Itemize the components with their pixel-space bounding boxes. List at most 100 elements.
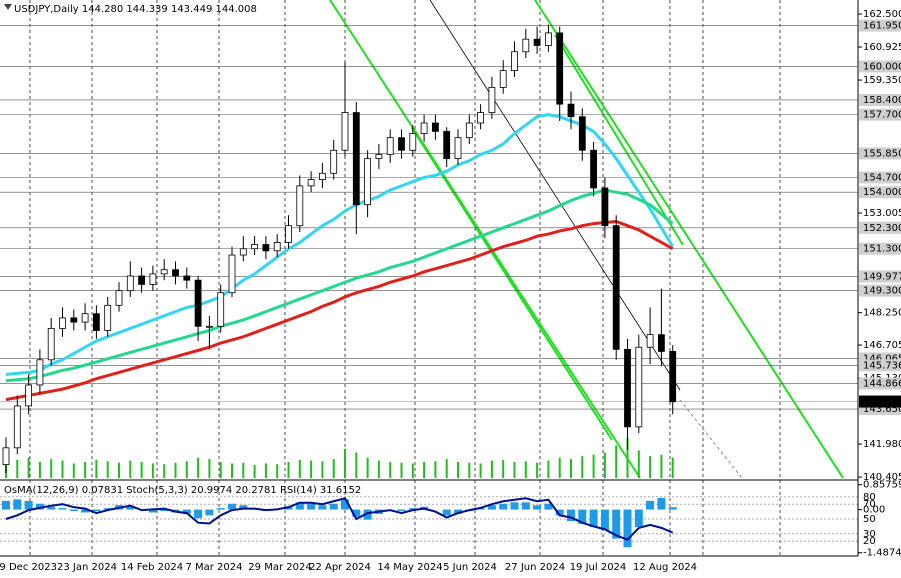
candle-body xyxy=(499,70,507,88)
candle-body xyxy=(318,172,326,180)
osma-bar xyxy=(352,509,361,517)
volume-bar xyxy=(118,462,120,478)
candle-body xyxy=(70,317,78,323)
y-tick-label: 50 xyxy=(863,514,876,525)
y-tick-label: 0.85759 xyxy=(863,480,901,491)
candle-body xyxy=(126,275,134,292)
level-label: 157.700 xyxy=(863,110,901,121)
grid xyxy=(29,0,781,556)
y-tick-label: 70 xyxy=(863,499,876,510)
candle-body xyxy=(556,32,564,105)
level-box xyxy=(859,147,901,160)
candle-body xyxy=(160,269,168,275)
osma-bar xyxy=(533,505,542,510)
osma-bar xyxy=(92,509,101,512)
volume-bar xyxy=(264,463,267,478)
volume-bar xyxy=(84,462,87,478)
volume-bar xyxy=(197,457,200,478)
volume-bar xyxy=(174,462,177,478)
volume-bar xyxy=(570,459,572,478)
y-tick-label: 140.405 xyxy=(863,472,901,483)
osma-bar xyxy=(555,509,564,516)
volume-bar xyxy=(637,450,640,478)
y-tick-label: 162.500 xyxy=(863,9,901,20)
volume-bar xyxy=(457,462,459,478)
level-box xyxy=(859,93,901,106)
volume-bar xyxy=(434,461,437,478)
osma-bar xyxy=(341,499,349,510)
candle-body xyxy=(93,313,100,331)
volume-bar xyxy=(366,457,369,478)
osma-bar xyxy=(307,503,316,510)
candle-body xyxy=(386,137,394,155)
level-label: 154.000 xyxy=(863,187,901,198)
level-box xyxy=(859,359,901,372)
candle-body xyxy=(590,149,597,189)
candle-body xyxy=(138,275,146,285)
candle-body xyxy=(13,405,21,449)
volume-bar xyxy=(253,464,256,478)
osma-bar xyxy=(600,509,609,530)
candle-body xyxy=(567,103,575,118)
y-tick-label: 160.925 xyxy=(863,42,901,53)
volume-bar xyxy=(592,454,595,478)
volume-bar xyxy=(310,460,313,478)
channel-line xyxy=(411,127,613,441)
level-label: 152.300 xyxy=(863,223,901,234)
volume-bar xyxy=(185,461,188,478)
candle-body xyxy=(115,290,123,306)
level-label: 151.300 xyxy=(863,244,901,255)
channel-line xyxy=(554,34,684,246)
volume-bar xyxy=(344,448,346,478)
volume-bar xyxy=(287,462,290,478)
volume-bar xyxy=(490,460,493,478)
menu-icon xyxy=(4,4,12,10)
osma-bar xyxy=(58,508,67,510)
level-label: 160.000 xyxy=(863,61,901,72)
candle-body xyxy=(149,273,157,285)
x-tick-label: 22 Apr 2024 xyxy=(309,562,371,573)
trend-lines xyxy=(329,0,844,479)
osma-bar xyxy=(657,497,666,510)
osma-bar xyxy=(47,506,56,510)
volume-bar xyxy=(479,463,482,478)
x-tick-label: 29 Mar 2024 xyxy=(248,562,311,573)
x-tick-label: 19 Jul 2024 xyxy=(570,562,627,573)
volume-bar xyxy=(163,464,166,478)
osma-bar xyxy=(13,499,22,510)
volume-bar xyxy=(50,459,53,478)
osma-bar xyxy=(182,509,191,514)
osma-bar xyxy=(510,502,519,510)
volume-bar xyxy=(547,460,550,478)
osma-bar xyxy=(329,503,338,510)
y-tick-label: 153.005 xyxy=(863,208,901,219)
volume-bar xyxy=(660,454,663,478)
volume-bar xyxy=(27,457,30,478)
volume-bar xyxy=(603,452,606,478)
x-tick-label: 7 Mar 2024 xyxy=(185,562,242,573)
level-label: 154.700 xyxy=(863,172,901,183)
candle-body xyxy=(431,122,439,132)
volume-bar xyxy=(140,462,143,478)
chart-title: USDJPY,Daily 144.280 144.339 143.449 144… xyxy=(14,4,257,15)
volume-bar xyxy=(524,461,527,478)
trend-line xyxy=(429,0,681,391)
osma-bar xyxy=(408,508,417,510)
volume-bar xyxy=(502,459,505,478)
candle-body xyxy=(601,187,609,227)
osma-bar xyxy=(81,509,90,513)
x-tick-label: 23 Jan 2024 xyxy=(57,562,117,573)
osma-bar xyxy=(69,509,78,512)
candle-body xyxy=(81,313,89,323)
y-tick-label: 141.980 xyxy=(863,439,901,450)
x-tick-label: 14 May 2024 xyxy=(377,562,442,573)
osma-bar xyxy=(295,502,304,510)
osma-bar xyxy=(216,508,225,510)
last-price-label: 144.008 xyxy=(863,397,901,408)
candle-body xyxy=(443,130,451,160)
rsi-line xyxy=(5,497,674,541)
candle-body xyxy=(511,51,518,72)
osma-bar xyxy=(194,509,203,519)
